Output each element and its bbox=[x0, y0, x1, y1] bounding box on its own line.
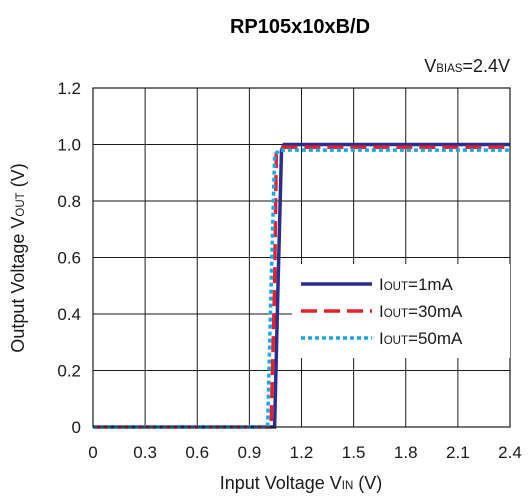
x-tick-label: 1.2 bbox=[290, 443, 314, 462]
legend-label-1: IOUT=1mA bbox=[379, 275, 454, 294]
chart-title: RP105x10xB/D bbox=[230, 16, 370, 38]
x-axis-label-sub: IN bbox=[342, 480, 354, 492]
y-axis-label-suffix: (V) bbox=[8, 163, 28, 192]
y-tick-label: 1.0 bbox=[57, 136, 81, 155]
legend-label-2: IOUT=30mA bbox=[379, 302, 463, 321]
legend-label-suffix: =30mA bbox=[408, 302, 463, 321]
y-tick-label: 0 bbox=[72, 418, 81, 437]
legend-label-suffix: =1mA bbox=[408, 275, 454, 294]
y-tick-label: 0.2 bbox=[57, 362, 81, 381]
x-tick-label: 0.3 bbox=[133, 443, 157, 462]
bias-annotation-main: V bbox=[424, 56, 436, 76]
plot-frame bbox=[92, 87, 511, 428]
y-tick-label: 0.6 bbox=[57, 249, 81, 268]
x-tick-label: 0.9 bbox=[238, 443, 262, 462]
x-tick-label: 1.5 bbox=[342, 443, 366, 462]
y-axis-label: Output Voltage VOUT (V) bbox=[8, 163, 28, 352]
series-line-1 bbox=[93, 142, 510, 429]
y-axis-label-sub: OUT bbox=[15, 192, 27, 216]
series-line-3 bbox=[93, 148, 510, 429]
y-tick-label: 1.2 bbox=[57, 79, 81, 98]
x-axis-label-suffix: (V) bbox=[353, 473, 382, 493]
legend-label-main: I bbox=[379, 302, 384, 321]
x-tick-label: 1.8 bbox=[394, 443, 418, 462]
x-axis-label: Input Voltage VIN (V) bbox=[220, 473, 383, 493]
x-axis-label-main: Input Voltage V bbox=[220, 473, 342, 493]
legend-label-sub: OUT bbox=[384, 281, 408, 293]
x-tick-label: 0 bbox=[88, 443, 97, 462]
tick-labels: 0 0.3 0.6 0.9 1.2 1.5 1.8 2.1 2.4 0 0.2 0.4 0.6 0.8 1.… bbox=[57, 79, 521, 462]
legend-label-main: I bbox=[379, 275, 384, 294]
series-line-2 bbox=[93, 145, 510, 429]
legend-label-sub: OUT bbox=[384, 308, 408, 320]
legend-label-suffix: =50mA bbox=[408, 329, 463, 348]
bias-annotation-sub: BIAS bbox=[436, 63, 463, 75]
series-layer bbox=[93, 142, 510, 429]
y-axis-label-main: Output Voltage V bbox=[8, 217, 28, 353]
legend-label-main: I bbox=[379, 329, 384, 348]
x-tick-label: 0.6 bbox=[185, 443, 209, 462]
y-tick-label: 0.8 bbox=[57, 192, 81, 211]
bias-annotation-suffix: =2.4V bbox=[462, 56, 510, 76]
y-tick-label: 0.4 bbox=[57, 305, 81, 324]
legend-label-3: IOUT=50mA bbox=[379, 329, 463, 348]
grid bbox=[93, 88, 510, 427]
x-tick-label: 2.4 bbox=[498, 443, 522, 462]
legend-label-sub: OUT bbox=[384, 335, 408, 347]
bias-annotation: VBIAS=2.4V bbox=[424, 56, 510, 76]
x-tick-label: 2.1 bbox=[446, 443, 470, 462]
